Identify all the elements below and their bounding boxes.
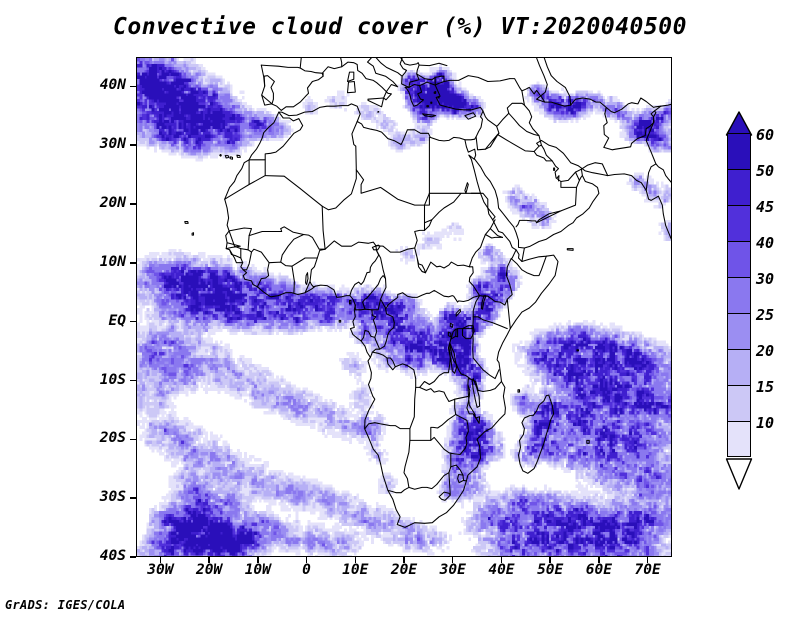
x-axis-tick bbox=[159, 557, 162, 563]
x-axis-tick bbox=[354, 557, 357, 563]
colorbar-tick-label: 25 bbox=[756, 306, 775, 324]
x-axis-label: 40E bbox=[488, 562, 515, 578]
page-title: Convective cloud cover (%) VT:2020040500 bbox=[113, 14, 687, 40]
x-axis-tick bbox=[598, 557, 600, 563]
x-axis-tick bbox=[305, 557, 308, 563]
map-svg bbox=[137, 58, 671, 556]
y-axis-label: 30N bbox=[99, 136, 126, 153]
map-canvas bbox=[137, 58, 671, 556]
x-axis-tick bbox=[257, 557, 259, 563]
colorbar-tick-label: 45 bbox=[756, 198, 775, 216]
x-axis-label: 70E bbox=[634, 562, 661, 578]
cloud-cover-field bbox=[137, 58, 671, 556]
colorbar-band bbox=[727, 133, 751, 169]
y-axis-tick bbox=[130, 497, 136, 499]
x-axis-label: 10W bbox=[244, 562, 271, 578]
colorbar-tick-label: 60 bbox=[756, 126, 775, 144]
colorbar-tick-label: 30 bbox=[756, 270, 775, 288]
x-axis-label: 20W bbox=[195, 562, 223, 578]
colorbar-band bbox=[727, 277, 751, 313]
y-axis-label: 20S bbox=[99, 430, 126, 447]
colorbar-tick-label: 40 bbox=[756, 234, 775, 252]
colorbar[interactable]: 60 50 45 40 30 25 20 15 10 bbox=[722, 111, 800, 490]
x-axis-label: 60E bbox=[585, 562, 612, 578]
colorbar-tick-label: 10 bbox=[756, 414, 775, 432]
y-axis-tick bbox=[130, 203, 136, 205]
x-axis-tick bbox=[403, 557, 405, 563]
y-axis-label: 20N bbox=[99, 195, 126, 212]
x-axis-label: 50E bbox=[537, 562, 564, 578]
x-axis-tick bbox=[549, 557, 551, 563]
y-axis-tick bbox=[130, 320, 136, 323]
x-axis-label: 30E bbox=[439, 562, 466, 578]
colorbar-band bbox=[727, 241, 751, 277]
colorbar-band bbox=[727, 169, 751, 205]
y-axis-label: EQ bbox=[108, 312, 126, 329]
colorbar-band bbox=[727, 205, 751, 241]
x-axis-tick bbox=[451, 557, 454, 563]
y-axis-tick bbox=[130, 262, 136, 264]
y-axis-label: 40S bbox=[99, 548, 126, 564]
y-axis-label: 40N bbox=[99, 77, 126, 94]
attribution-footer: GrADS: IGES/COLA bbox=[5, 598, 126, 612]
x-axis-tick bbox=[646, 557, 649, 563]
y-axis-label: 10S bbox=[99, 371, 126, 388]
x-axis-label: 0 bbox=[302, 562, 311, 578]
colorbar-bottom-arrow-icon bbox=[725, 458, 753, 490]
y-axis-tick bbox=[130, 379, 136, 382]
colorbar-band bbox=[727, 385, 751, 421]
x-axis-tick bbox=[500, 557, 503, 563]
y-axis-tick bbox=[130, 556, 136, 558]
x-axis-tick bbox=[208, 557, 210, 563]
colorbar-tick-label: 20 bbox=[756, 342, 775, 360]
colorbar-tick-label: 50 bbox=[756, 162, 775, 180]
map-plot-area[interactable] bbox=[136, 57, 672, 557]
x-axis-label: 10E bbox=[342, 562, 369, 578]
y-axis-tick bbox=[130, 85, 136, 88]
x-axis-label: 30W bbox=[147, 562, 174, 578]
x-axis-label: 20E bbox=[390, 562, 418, 578]
coastline-and-border-outlines bbox=[184, 58, 671, 528]
y-axis-tick bbox=[130, 438, 136, 441]
y-axis-label: 10N bbox=[99, 253, 126, 270]
y-axis-tick bbox=[130, 144, 136, 146]
colorbar-tick-label: 15 bbox=[756, 378, 775, 396]
colorbar-band bbox=[727, 313, 751, 349]
colorbar-band bbox=[727, 349, 751, 385]
colorbar-band bbox=[727, 421, 751, 457]
y-axis-label: 30S bbox=[99, 489, 126, 506]
